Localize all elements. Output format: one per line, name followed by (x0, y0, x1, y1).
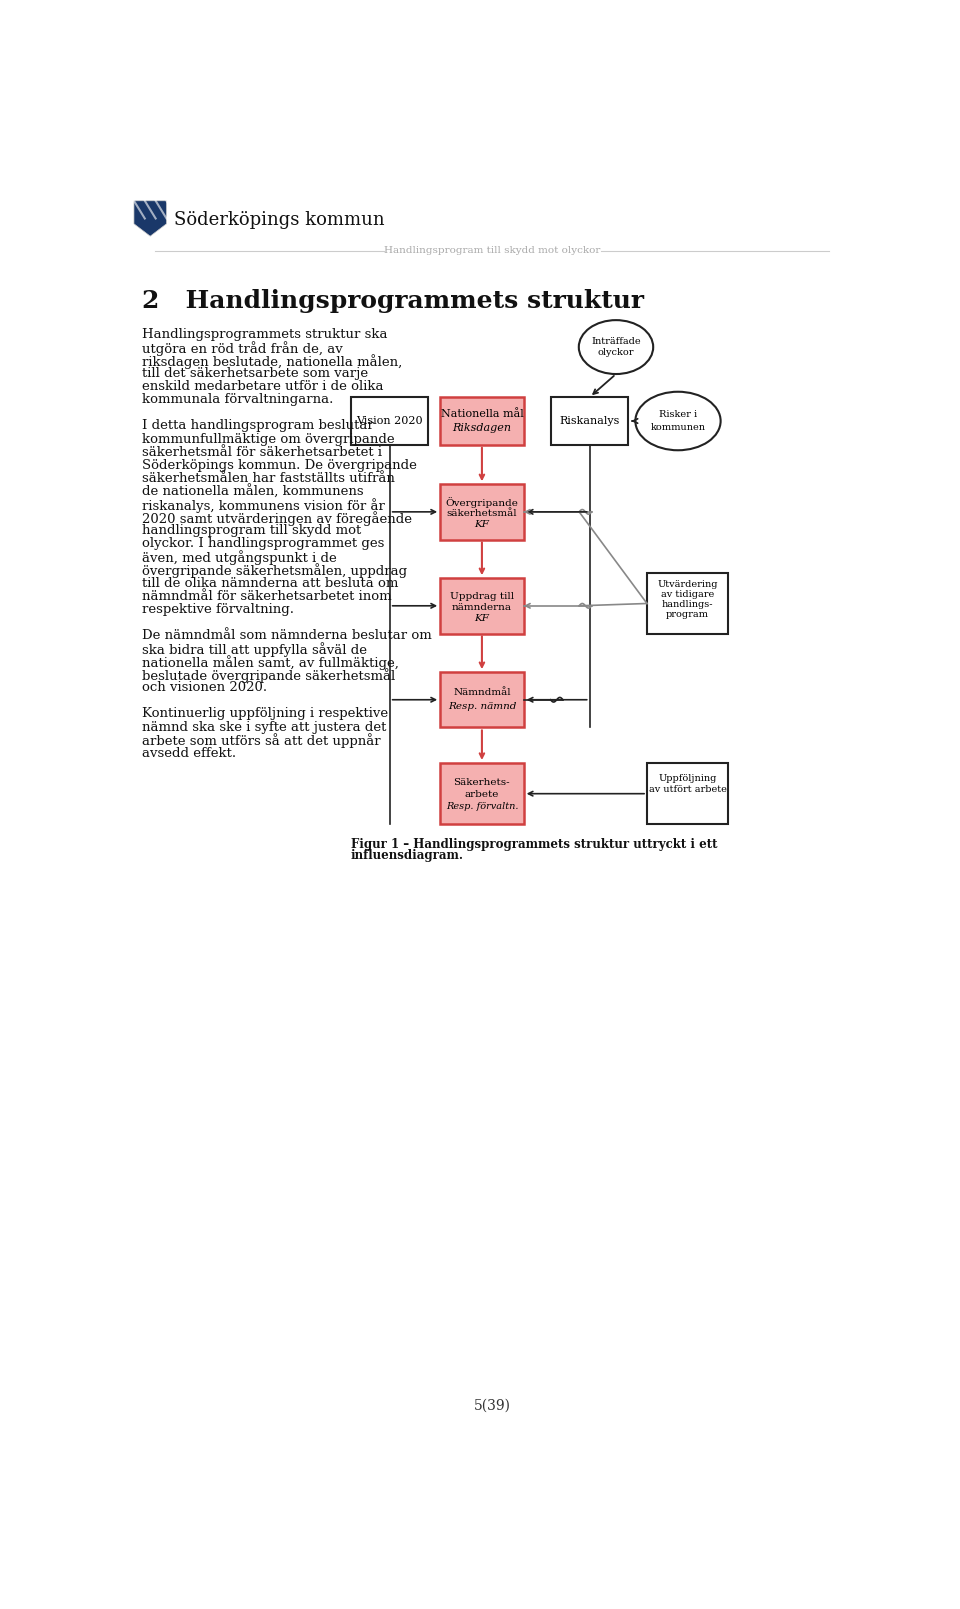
Text: Nationella mål: Nationella mål (441, 409, 523, 418)
Text: ska bidra till att uppfylla såväl de: ska bidra till att uppfylla såväl de (142, 642, 367, 656)
Text: respektive förvaltning.: respektive förvaltning. (142, 603, 294, 616)
Text: 5(39): 5(39) (473, 1398, 511, 1413)
Text: influensdiagram.: influensdiagram. (351, 850, 464, 862)
Text: De nämndmål som nämnderna beslutar om: De nämndmål som nämnderna beslutar om (142, 629, 431, 642)
Text: olyckor. I handlingsprogrammet ges: olyckor. I handlingsprogrammet ges (142, 537, 384, 550)
Text: säkerhetsmål för säkerhetsarbetet i: säkerhetsmål för säkerhetsarbetet i (142, 446, 382, 459)
Text: av tidigare: av tidigare (661, 591, 714, 600)
Text: Övergripande: Övergripande (445, 497, 518, 508)
Text: Riksdagen: Riksdagen (452, 423, 512, 433)
Text: Riskanalys: Riskanalys (560, 417, 620, 426)
Text: riskanalys, kommunens vision för år: riskanalys, kommunens vision för år (142, 499, 385, 513)
FancyBboxPatch shape (440, 673, 524, 727)
Text: olyckor: olyckor (598, 348, 635, 357)
Text: riksdagen beslutade, nationella målen,: riksdagen beslutade, nationella målen, (142, 354, 402, 368)
Text: Resp. nämnd: Resp. nämnd (447, 702, 516, 711)
Polygon shape (134, 201, 166, 237)
Text: KF: KF (474, 520, 490, 529)
Text: kommunala förvaltningarna.: kommunala förvaltningarna. (142, 393, 333, 407)
Text: Söderköpings kommun: Söderköpings kommun (175, 211, 385, 228)
FancyBboxPatch shape (551, 397, 629, 444)
Text: Utvärdering: Utvärdering (658, 581, 718, 589)
Text: till det säkerhetsarbete som varje: till det säkerhetsarbete som varje (142, 367, 368, 380)
Text: av utfört arbete: av utfört arbete (649, 785, 727, 795)
Text: Söderköpings kommun. De övergripande: Söderköpings kommun. De övergripande (142, 459, 417, 471)
Text: handlings-: handlings- (662, 600, 713, 610)
Text: Resp. förvaltn.: Resp. förvaltn. (445, 801, 518, 811)
Text: Säkerhets-: Säkerhets- (454, 779, 510, 787)
Text: utgöra en röd tråd från de, av: utgöra en röd tråd från de, av (142, 341, 343, 356)
Text: Handlingsprogram till skydd mot olyckor: Handlingsprogram till skydd mot olyckor (384, 246, 600, 256)
FancyBboxPatch shape (351, 397, 428, 444)
Text: avsedd effekt.: avsedd effekt. (142, 747, 236, 759)
Text: Nämndmål: Nämndmål (453, 689, 511, 697)
Text: kommunfullmäktige om övergripande: kommunfullmäktige om övergripande (142, 433, 395, 446)
Text: Vision 2020: Vision 2020 (356, 417, 423, 426)
Text: de nationella målen, kommunens: de nationella målen, kommunens (142, 484, 363, 499)
FancyBboxPatch shape (440, 484, 524, 539)
FancyBboxPatch shape (647, 573, 729, 634)
Text: övergripande säkerhetsmålen, uppdrag: övergripande säkerhetsmålen, uppdrag (142, 563, 407, 578)
Text: arbete som utförs så att det uppnår: arbete som utförs så att det uppnår (142, 734, 380, 748)
Text: Inträffade: Inträffade (591, 338, 641, 346)
Text: beslutade övergripande säkerhetsmål: beslutade övergripande säkerhetsmål (142, 668, 395, 684)
Text: Figur 1 – Handlingsprogrammets struktur uttryckt i ett: Figur 1 – Handlingsprogrammets struktur … (351, 838, 717, 851)
Text: till de olika nämnderna att besluta om: till de olika nämnderna att besluta om (142, 576, 398, 589)
Text: Kontinuerlig uppföljning i respektive: Kontinuerlig uppföljning i respektive (142, 708, 388, 721)
Text: och visionen 2020.: och visionen 2020. (142, 681, 267, 693)
Text: Risker i: Risker i (659, 410, 697, 420)
Text: Handlingsprogrammets struktur ska: Handlingsprogrammets struktur ska (142, 328, 387, 341)
Text: arbete: arbete (465, 790, 499, 800)
Ellipse shape (579, 320, 653, 373)
Text: nämndmål för säkerhetsarbetet inom: nämndmål för säkerhetsarbetet inom (142, 589, 392, 603)
FancyBboxPatch shape (440, 578, 524, 634)
Text: handlingsprogram till skydd mot: handlingsprogram till skydd mot (142, 525, 361, 537)
Text: 2020 samt utvärderingen av föregående: 2020 samt utvärderingen av föregående (142, 512, 412, 526)
Text: program: program (666, 610, 709, 619)
FancyBboxPatch shape (647, 763, 729, 824)
Text: nationella målen samt, av fullmäktige,: nationella målen samt, av fullmäktige, (142, 655, 398, 669)
Text: Uppdrag till: Uppdrag till (450, 592, 514, 602)
Text: KF: KF (474, 615, 490, 623)
Text: säkerhetsmål: säkerhetsmål (446, 508, 517, 518)
Text: säkerhetsmålen har fastställts utifrån: säkerhetsmålen har fastställts utifrån (142, 471, 395, 484)
Text: även, med utgångspunkt i de: även, med utgångspunkt i de (142, 550, 336, 565)
Ellipse shape (636, 391, 721, 451)
Text: enskild medarbetare utför i de olika: enskild medarbetare utför i de olika (142, 380, 383, 393)
Text: I detta handlingsprogram beslutar: I detta handlingsprogram beslutar (142, 420, 373, 433)
FancyBboxPatch shape (440, 763, 524, 824)
Text: kommunen: kommunen (651, 423, 706, 431)
Text: nämnd ska ske i syfte att justera det: nämnd ska ske i syfte att justera det (142, 721, 386, 734)
Text: Uppföljning: Uppföljning (659, 774, 717, 784)
Text: 2   Handlingsprogrammets struktur: 2 Handlingsprogrammets struktur (142, 290, 644, 314)
Text: nämnderna: nämnderna (452, 603, 512, 611)
FancyBboxPatch shape (440, 397, 524, 444)
